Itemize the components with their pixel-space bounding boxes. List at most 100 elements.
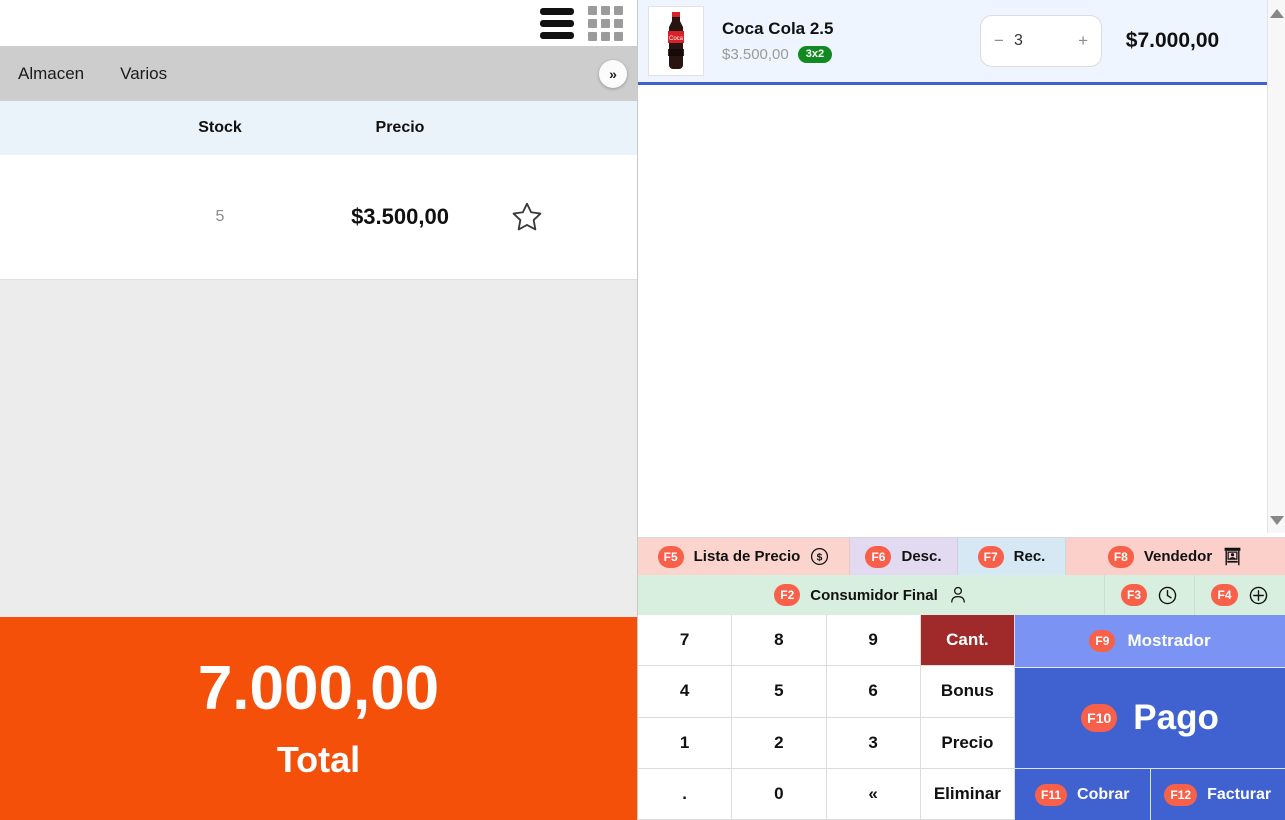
key-9[interactable]: 9 [826,615,921,667]
person-icon [950,586,965,603]
key-2[interactable]: 2 [732,717,827,769]
function-consumidor-final[interactable]: F2 Consumidor Final [638,575,1105,615]
svg-text:Coca: Coca [669,36,684,42]
key-cantidad[interactable]: Cant. [920,615,1015,667]
key-7[interactable]: 7 [638,615,733,667]
hamburger-bar [540,31,574,39]
pago-button[interactable]: F10 Pago [1015,667,1285,768]
keypad-area: 7 8 9 Cant. 4 5 6 Bonus 1 2 3 Precio . 0… [638,615,1285,820]
fn-key-badge-f6: F6 [865,545,892,568]
tab-varios[interactable]: Varios [120,64,168,83]
facturar-button[interactable]: F12 Facturar [1150,769,1285,820]
quantity-increase-button[interactable]: + [1078,31,1088,50]
function-key-row-primary: F5 Lista de Precio $ F6 Desc. F7 Rec. F8… [638,537,1285,575]
function-label-consumidor-final: Consumidor Final [810,586,938,604]
product-stock-cell: 5 [215,208,225,225]
cart-item-info: Coca Cola 2.5 $3.500,00 3x2 [704,19,954,63]
key-8[interactable]: 8 [732,615,827,667]
function-label-descuento: Desc. [901,548,942,565]
function-historial[interactable]: F3 [1105,575,1195,615]
product-thumbnail: Coca [648,6,704,76]
key-3[interactable]: 3 [826,717,921,769]
hamburger-list-icon[interactable] [540,7,574,39]
key-6[interactable]: 6 [826,666,921,718]
cart-item-name: Coca Cola 2.5 [722,19,834,38]
quantity-value[interactable]: 3 [1013,32,1023,49]
function-vendedor[interactable]: F8 Vendedor [1066,538,1285,575]
key-0[interactable]: 0 [732,768,827,820]
fn-key-badge-f8: F8 [1107,545,1134,568]
column-header-price: Precio [375,119,425,136]
dollar-circle-icon: $ [811,547,829,566]
tab-almacen[interactable]: Almacen [18,64,85,83]
fn-key-badge-f2: F2 [774,584,801,606]
product-catalog-panel: Almacen Varios » Stock Precio 5 $3.500,0… [0,0,638,820]
more-tabs-button[interactable]: » [599,59,627,88]
cobrar-button[interactable]: F11 Cobrar [1015,769,1151,820]
cart-item-total-wrap: $7.000,00 [1102,29,1285,53]
triangle-up [1270,8,1284,18]
fn-key-badge-f3: F3 [1120,584,1147,606]
grid-cell [614,5,623,15]
grid-cell [588,5,597,15]
function-label-recargo: Rec. [1013,548,1046,565]
coca-cola-bottle-icon: Coca [668,12,684,69]
key-backspace[interactable]: « [826,768,921,820]
function-descuento[interactable]: F6 Desc. [850,538,958,575]
function-lista-de-precio[interactable]: F5 Lista de Precio $ [638,538,850,575]
svg-text:$: $ [817,552,823,563]
cart-line-item[interactable]: Coca Coca Cola 2.5 $3.500,00 3x2 − 3 + [638,0,1285,85]
scroll-up-arrow-icon[interactable] [1268,4,1285,22]
order-total-block[interactable]: 7.000,00 Total [0,617,637,820]
hamburger-bar [540,19,574,27]
category-tab-strip: Almacen Varios » [0,46,637,101]
function-label-lista-de-precio: Lista de Precio [693,548,801,565]
cart-item-line-total: $7.000,00 [1125,29,1220,52]
key-1[interactable]: 1 [638,717,733,769]
cart-lines-area: Coca Coca Cola 2.5 $3.500,00 3x2 − 3 + [638,0,1285,537]
scroll-down-arrow-icon[interactable] [1268,511,1285,529]
function-recargo[interactable]: F7 Rec. [958,538,1066,575]
fn-key-badge-f7: F7 [977,545,1004,568]
function-label-vendedor: Vendedor [1143,548,1213,565]
product-list-empty-area [0,280,637,617]
column-header-stock: Stock [198,119,242,136]
cart-scrollbar[interactable] [1267,0,1285,533]
fn-key-badge-f11: F11 [1035,783,1068,806]
table-row[interactable]: 5 $3.500,00 [0,155,637,280]
pago-label: Pago [1133,698,1219,737]
mostrador-button[interactable]: F9 Mostrador [1015,615,1285,667]
numeric-keypad: 7 8 9 Cant. 4 5 6 Bonus 1 2 3 Precio . 0… [638,615,1015,820]
key-precio[interactable]: Precio [920,717,1015,769]
grid-cell [588,18,597,28]
grid-cell [601,18,610,28]
star-outline-icon[interactable] [510,200,544,234]
promo-badge: 3x2 [797,46,833,63]
cobrar-label: Cobrar [1077,785,1130,803]
mostrador-label: Mostrador [1127,631,1211,650]
fn-key-badge-f4: F4 [1211,584,1238,606]
function-key-row-secondary: F2 Consumidor Final F3 F4 [638,575,1285,615]
key-5[interactable]: 5 [732,666,827,718]
triangle-down [1270,515,1284,525]
grid-cell [601,5,610,15]
action-buttons-column: F9 Mostrador F10 Pago F11 Cobrar F12 Fac… [1015,615,1285,820]
grid-view-icon[interactable] [588,5,623,41]
cart-item-subline: $3.500,00 3x2 [722,46,954,63]
key-bonus[interactable]: Bonus [920,666,1015,718]
product-table-header: Stock Precio [0,101,637,155]
total-amount: 7.000,00 [197,653,440,723]
key-decimal[interactable]: . [638,768,733,820]
quantity-decrease-button[interactable]: − [994,31,1004,50]
key-eliminar[interactable]: Eliminar [920,768,1015,820]
fn-key-badge-f9: F9 [1089,630,1116,652]
facturar-label: Facturar [1207,785,1272,803]
fn-key-badge-f5: F5 [657,545,684,568]
total-label: Total [276,739,361,781]
grid-cell [614,31,623,41]
key-4[interactable]: 4 [638,666,733,718]
favorite-cell [500,200,637,234]
function-agregar[interactable]: F4 [1195,575,1285,615]
quantity-stepper[interactable]: − 3 + [980,15,1102,67]
